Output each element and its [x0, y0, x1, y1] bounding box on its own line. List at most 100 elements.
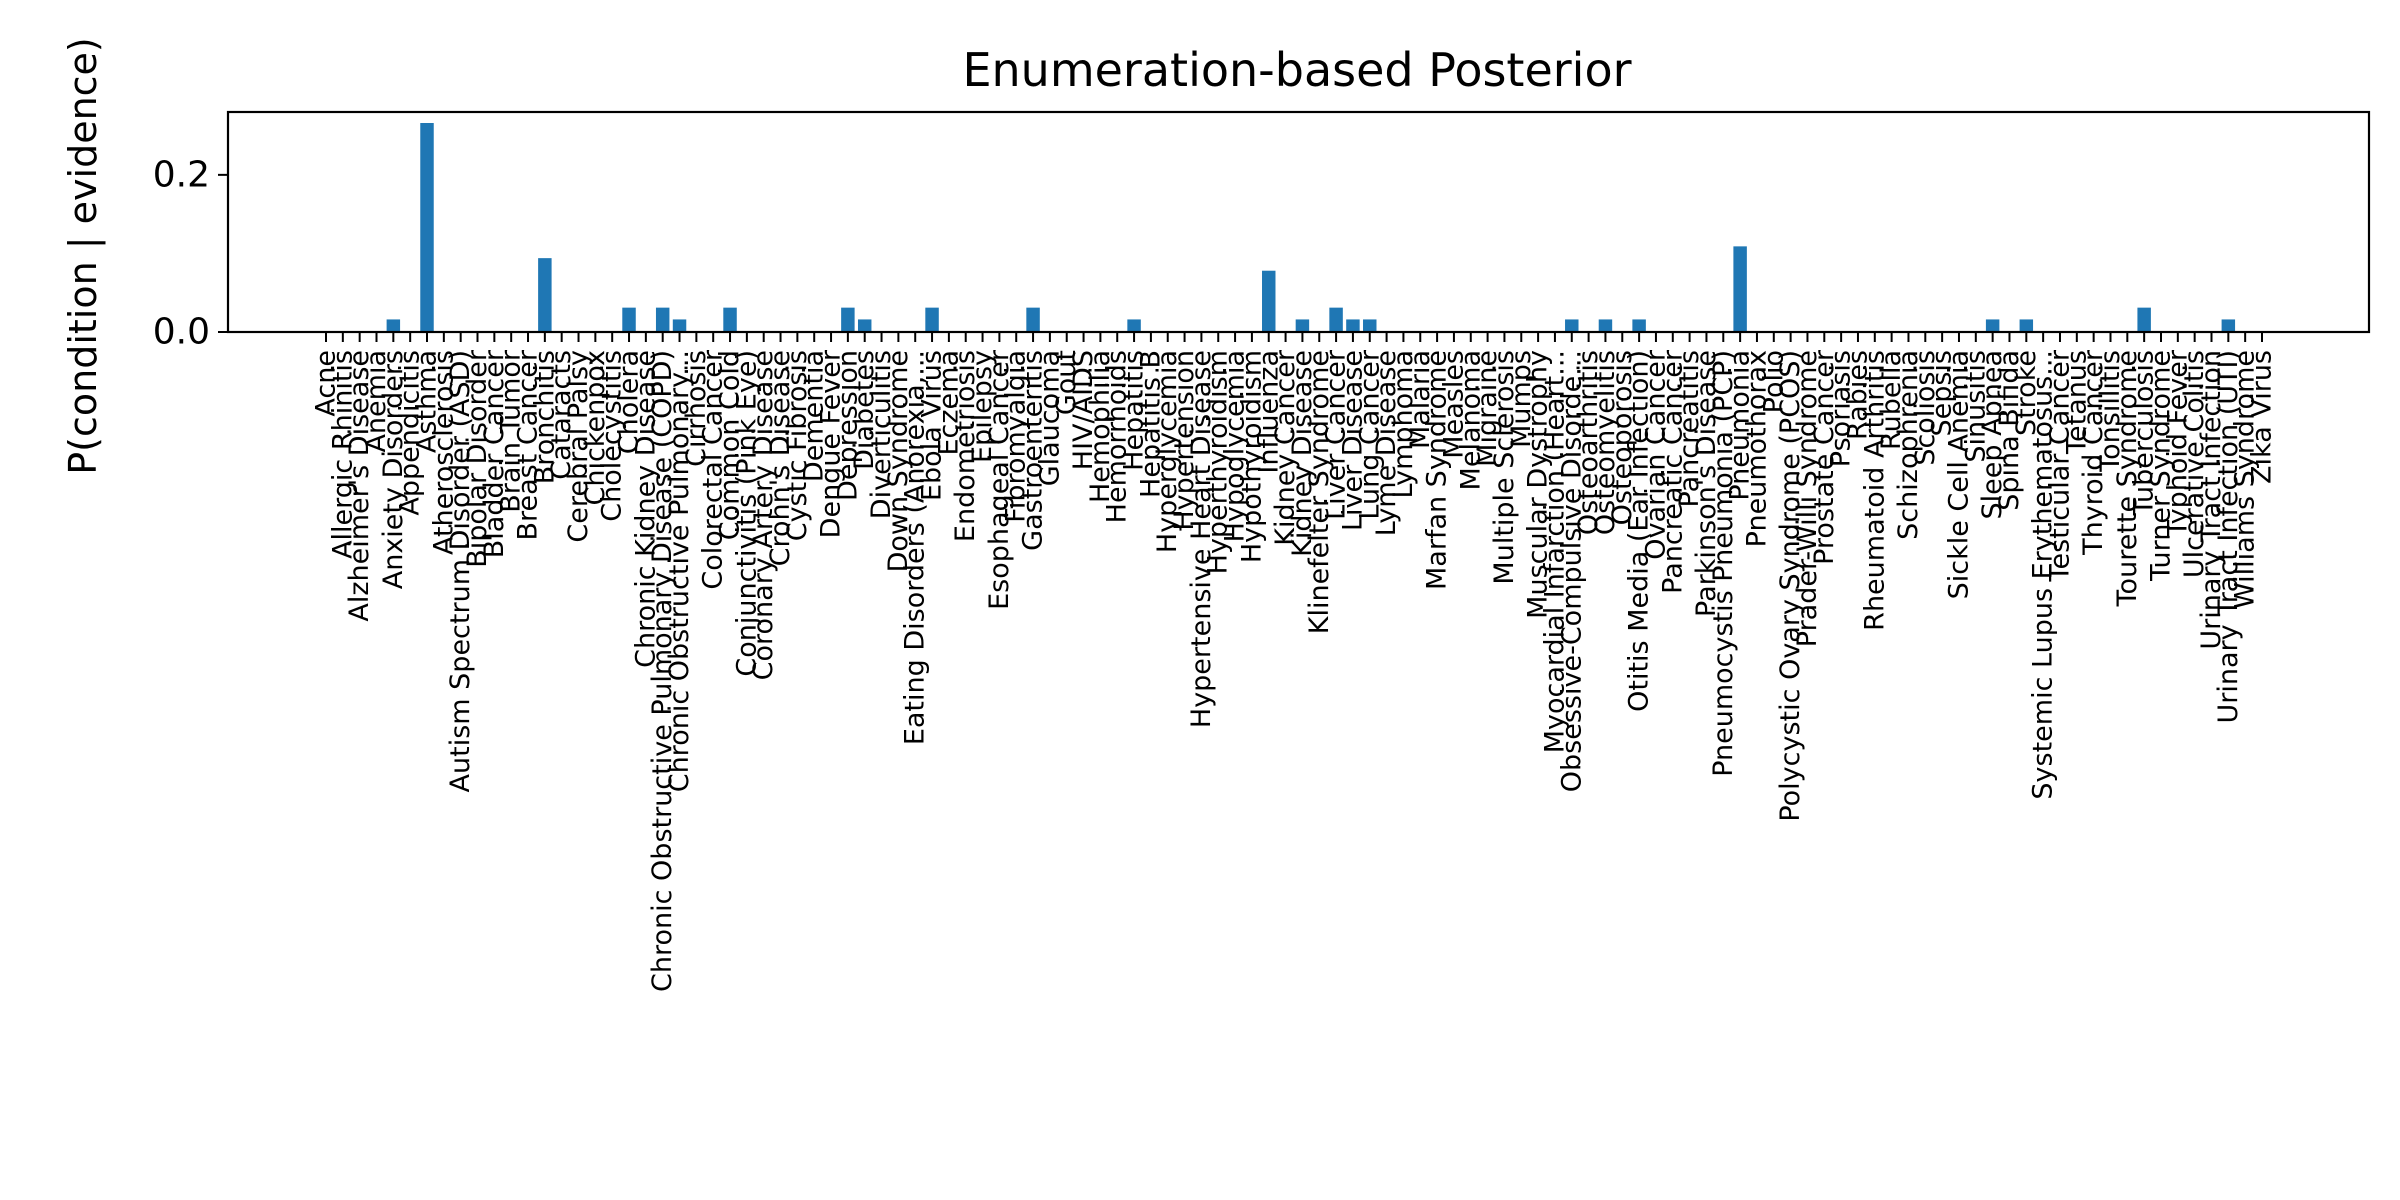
x-tick-label: Glaucoma [1034, 350, 1065, 486]
x-tick-label: Ovarian Cancer [1640, 349, 1671, 560]
x-tick-label: Common Cold [715, 350, 746, 540]
x-tick-label: Tetanus [2061, 350, 2092, 455]
bar [420, 123, 434, 332]
x-tick-label: Chickenpox [580, 350, 611, 506]
x-tick-label: Hypertensive Heart Disease [1186, 350, 1217, 728]
x-tick-label: Breast Cancer [513, 349, 544, 540]
bar [1985, 319, 2000, 332]
x-tick-label: Epilepsy [967, 350, 998, 463]
x-tick-label: Anemia [361, 350, 392, 453]
bar [655, 307, 670, 332]
x-tick-label: Schizophrenia [1893, 350, 1924, 540]
bar [723, 307, 737, 332]
x-tick-label: Brain Tumor [496, 349, 527, 513]
x-tick-label: Tonsillitis [2095, 350, 2126, 473]
x-tick-label: Kidney Cancer [1270, 349, 1301, 546]
x-tick-label: Depression [832, 350, 863, 501]
x-tick-label: Migraine [1472, 350, 1503, 467]
x-tick-label: Coronary Artery Disease [748, 350, 779, 680]
x-tick-label: Fibromyalgia [1001, 350, 1032, 523]
x-tick-label: Prostate Cancer [1809, 349, 1840, 565]
bar [857, 319, 872, 332]
x-tick-label: Cholecystitis [597, 350, 628, 522]
x-tick-label: Hyperthyroidism [1203, 350, 1234, 574]
x-tick-label: Chronic Kidney Disease [630, 350, 661, 668]
bar [538, 258, 552, 332]
x-tick-label: Diverticulitis [866, 350, 897, 519]
x-tick-label: Cystic Fibrosis [782, 350, 813, 541]
x-tick-label: Stroke [2011, 350, 2042, 436]
x-tick-label: Conjunctivitis (Pink Eye) [731, 350, 762, 677]
bar [1733, 246, 1747, 332]
bar [925, 307, 939, 332]
x-tick-label: Hepatitis [1119, 350, 1150, 471]
x-tick-label: Osteoarthritis [1573, 350, 1604, 535]
x-tick-label: Endometriosis [950, 350, 981, 542]
bar [1565, 319, 1579, 332]
x-tick-label: Turner Syndrome [2145, 350, 2176, 582]
x-tick-label: Cholera [614, 350, 645, 454]
x-tick-label: Liver Disease [1337, 350, 1368, 531]
x-tick-label: Pneumocystis Pneumonia (PCP) [1708, 350, 1739, 777]
x-tick-label: Anxiety Disorders [378, 350, 409, 589]
x-tick-label: Polycystic Ovary Syndrome (PCOS) [1775, 350, 1806, 822]
x-tick-label: Acne [311, 350, 342, 417]
x-tick-label: Osteomyelitis [1590, 350, 1621, 535]
x-tick-label: Hyperglycemia [1152, 350, 1183, 553]
bar [1363, 319, 1377, 332]
x-tick-label: Parkinson's Disease [1691, 350, 1722, 617]
x-tick-label: Hemorrhoids [1102, 350, 1133, 523]
x-tick-label: Pancreatitis [1674, 350, 1705, 507]
y-tick-label: 0.0 [153, 312, 210, 353]
x-tick-label: Rabies [1842, 350, 1873, 440]
x-tick-label: Williams Syndrome [2230, 350, 2261, 609]
x-tick-label: Hemophilia [1085, 350, 1116, 503]
x-tick-label: Rubella [1876, 350, 1907, 450]
x-tick-label: Tuberculosis [2129, 350, 2160, 516]
x-tick-label: Sepsis [1927, 350, 1958, 437]
x-tick-label: Malaria [1405, 350, 1436, 449]
x-tick-label: Pneumothorax [1741, 350, 1772, 547]
bar [1026, 307, 1040, 332]
bar [622, 307, 636, 332]
bars-layer [386, 123, 2236, 332]
y-axis-label: P(condition | evidence) [61, 37, 106, 475]
x-tick-label: Cataracts [546, 350, 577, 480]
x-tick-label: Thyroid Cancer [2078, 349, 2109, 556]
x-tick-label: Esophageal Cancer [984, 349, 1015, 610]
x-tick-label: Influenza [1253, 350, 1284, 474]
x-tick-label: Otitis Media (Ear Infection) [1624, 350, 1655, 712]
x-tick-label: Hypertension [1169, 350, 1200, 531]
x-tick-label: Alzheimer's Disease [344, 350, 375, 622]
x-tick-label: Systemic Lupus Erythematosus... [2028, 350, 2059, 800]
bar [1262, 270, 1276, 332]
chart-title: Enumeration-based Posterior [962, 43, 1631, 97]
x-tick-label: Melanoma [1455, 350, 1486, 490]
x-tick-label: Cerebral Palsy [563, 350, 594, 543]
x-tick-label: Gastroenteritis [1018, 350, 1049, 551]
x-tick-label: Cirrhosis [681, 350, 712, 467]
x-tick-label: Pneumonia [1725, 350, 1756, 501]
x-tick-label: Typhoid Fever [2162, 349, 2193, 538]
x-tick-label: Urinary Tract Infection [2196, 350, 2227, 650]
bar [1632, 319, 1646, 332]
x-tick-label: Eating Disorders (Anorexia,... [900, 350, 931, 745]
x-tick-label: Chronic Obstructive Pulmonary... [664, 350, 695, 792]
x-tick-label: Sickle Cell Anemia [1943, 350, 1974, 599]
x-tick-label: Obsessive-Compulsive Disorde... [1556, 350, 1587, 792]
x-tick-label: Testicular Cancer [2044, 349, 2075, 582]
x-tick-label: Bladder Cancer [479, 349, 510, 558]
bar [1346, 319, 1360, 332]
x-tick-label: Crohn's Disease [765, 350, 796, 566]
x-tick-label: Myocardial Infarction (Heart... [1539, 350, 1570, 753]
x-tick-label: Osteoporosis [1607, 350, 1638, 525]
x-tick-label: Zika Virus [2247, 350, 2278, 484]
x-tick-label: Chronic Obstructive Pulmonary Disease (C… [647, 350, 678, 992]
x-tick-label: Down Syndrome [883, 350, 914, 572]
bar [1127, 319, 1141, 332]
bar [2221, 319, 2236, 332]
bar [841, 307, 855, 332]
x-tick-label: Prader-Willi Syndrome [1792, 350, 1823, 647]
